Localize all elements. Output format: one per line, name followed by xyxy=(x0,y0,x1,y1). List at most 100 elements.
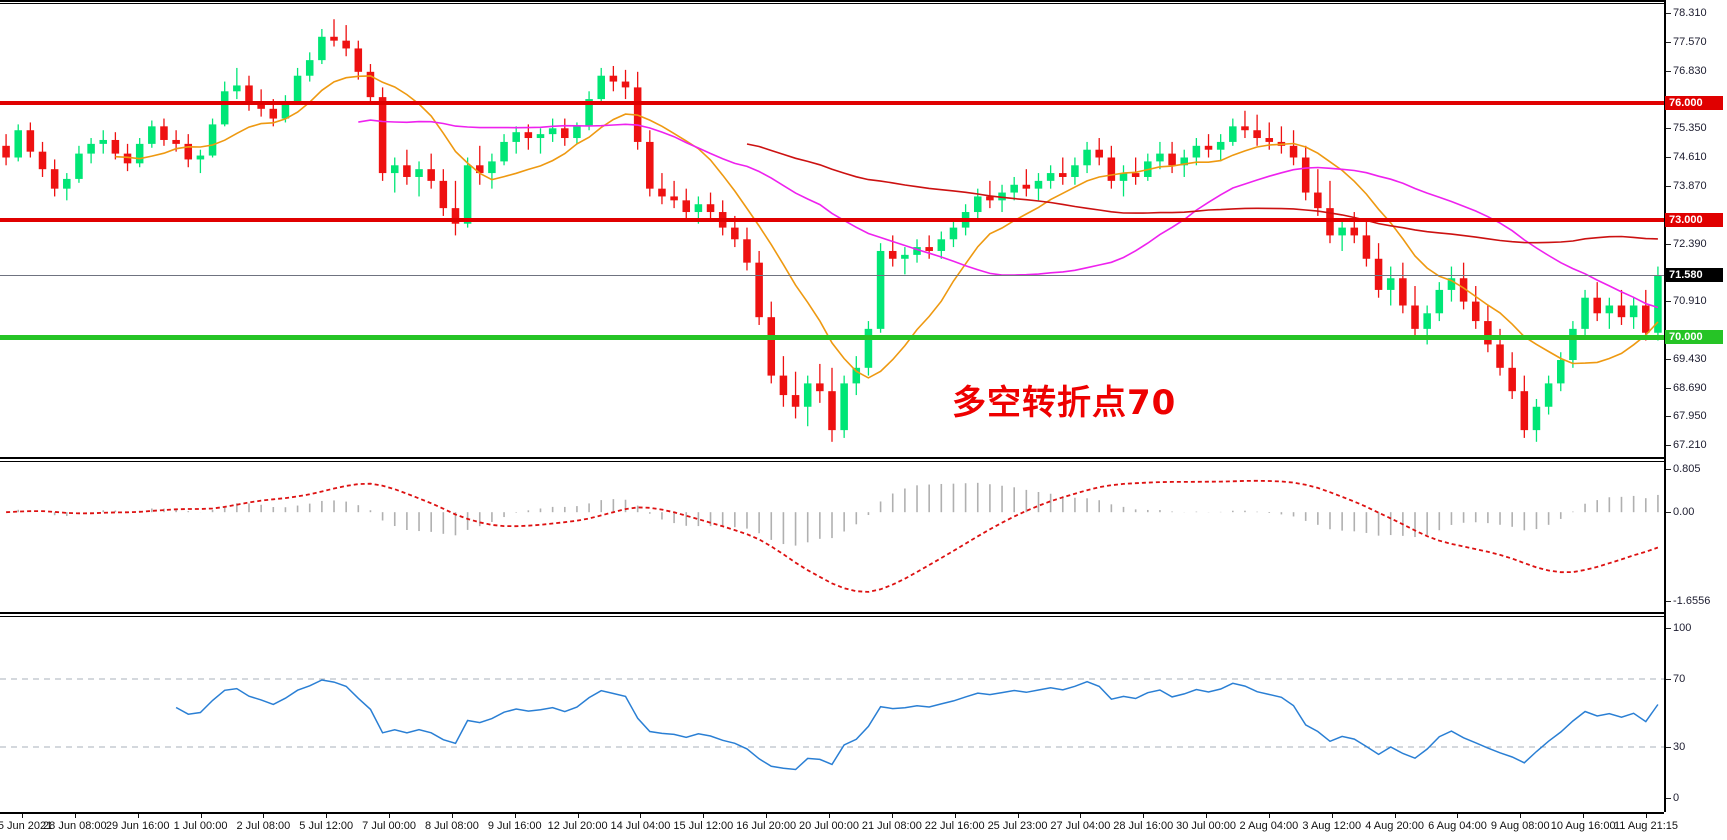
price-tick xyxy=(1666,243,1671,245)
time-axis-tick xyxy=(451,814,453,818)
time-axis-label: 21 Jul 08:00 xyxy=(861,820,922,832)
macd-panel[interactable] xyxy=(0,463,1664,607)
time-axis-label: 2 Aug 04:00 xyxy=(1239,820,1299,832)
time-axis-tick xyxy=(891,814,893,818)
time-axis-label: 4 Aug 20:00 xyxy=(1365,820,1424,832)
rsi-tick-label: 0 xyxy=(1673,792,1680,804)
rsi-tick xyxy=(1666,628,1671,629)
panel-separator-1 xyxy=(0,457,1727,459)
time-axis-tick xyxy=(1520,814,1522,818)
rsi-panel[interactable] xyxy=(0,620,1664,812)
time-axis-tick xyxy=(954,814,956,818)
resistance-level-76[interactable]: 76.000 xyxy=(1665,95,1723,110)
macd-tick-label: 0.805 xyxy=(1673,463,1701,475)
price-tick-label: 76.830 xyxy=(1673,64,1707,77)
level-line-76 xyxy=(0,100,1664,105)
macd-tick xyxy=(1666,469,1671,470)
level-line-last xyxy=(0,275,1664,277)
time-axis-tick xyxy=(829,814,830,818)
rsi-tick xyxy=(1666,747,1671,748)
macd-tick-label: 0.00 xyxy=(1673,506,1695,519)
price-tick-label: 69.430 xyxy=(1673,352,1707,365)
time-axis-label: 28 Jul 16:00 xyxy=(1113,820,1174,832)
time-axis-tick xyxy=(1268,814,1270,818)
price-chart-panel[interactable] xyxy=(0,6,1664,457)
time-axis-tick xyxy=(1457,814,1459,818)
time-axis-label: 6 Aug 04:00 xyxy=(1428,820,1487,832)
time-axis-tick xyxy=(1394,814,1396,818)
price-tick xyxy=(1666,387,1671,389)
price-tick xyxy=(1666,157,1671,159)
rsi-series-plot xyxy=(0,678,1664,771)
price-tick-label: 75.350 xyxy=(1673,122,1707,135)
time-axis-tick xyxy=(137,814,139,818)
price-tick xyxy=(1666,70,1671,72)
time-axis-label: 30 Jul 00:00 xyxy=(1176,820,1237,832)
time-axis-tick xyxy=(22,814,23,818)
support-level-70[interactable]: 70.000 xyxy=(1665,329,1723,344)
time-axis-rule xyxy=(0,812,1664,814)
rsi-tick-label: 70 xyxy=(1673,673,1686,685)
rsi-tick-label: 100 xyxy=(1673,622,1692,634)
time-axis-tick xyxy=(1206,814,1208,818)
time-axis-label: 3 Aug 12:00 xyxy=(1302,820,1362,832)
price-tick-label: 78.310 xyxy=(1673,7,1707,19)
price-tick xyxy=(1666,445,1671,447)
time-axis-label: 29 Jun 16:00 xyxy=(105,820,170,832)
price-scale[interactable]: 78.310 77.570 76.830 75.350 74.610 73.870 72.3… xyxy=(1664,0,1727,840)
time-axis-label: 28 Jun 08:00 xyxy=(43,820,107,832)
price-tick-label: 74.610 xyxy=(1673,151,1707,164)
time-axis-label: 14 Jul 04:00 xyxy=(610,820,671,832)
time-axis-label: 22 Jul 16:00 xyxy=(924,820,985,832)
window-top-border xyxy=(0,0,1727,2)
price-tick-label: 77.570 xyxy=(1673,35,1707,48)
panel-separator-1b xyxy=(0,461,1727,462)
price-tick xyxy=(1666,13,1671,14)
macd-tick xyxy=(1666,512,1671,514)
price-tick-label: 67.950 xyxy=(1673,410,1707,423)
time-axis-tick xyxy=(1331,814,1333,818)
time-axis-tick xyxy=(74,814,76,818)
time-axis-tick xyxy=(1080,814,1082,818)
time-axis-tick xyxy=(326,814,328,818)
time-axis-label: 10 Aug 16:00 xyxy=(1550,820,1616,832)
time-axis-label: 9 Jul 16:00 xyxy=(487,820,542,832)
price-series-plot xyxy=(2,19,1662,442)
price-tick xyxy=(1666,41,1671,43)
time-axis-tick xyxy=(1583,814,1585,818)
time-axis-tick xyxy=(263,814,265,818)
price-tick xyxy=(1666,185,1671,187)
rsi-tick xyxy=(1666,679,1671,680)
time-axis-label: 1 Jul 00:00 xyxy=(173,820,228,832)
macd-tick-label: -1.6556 xyxy=(1673,595,1711,607)
time-axis-tick xyxy=(703,814,705,818)
panel-separator-2 xyxy=(0,612,1727,614)
rsi-tick-label: 30 xyxy=(1673,741,1686,753)
time-axis-tick xyxy=(514,814,516,818)
macd-series-plot xyxy=(6,479,1659,593)
time-axis-tick xyxy=(640,814,642,818)
resistance-level-73[interactable]: 73.000 xyxy=(1665,212,1723,227)
price-tick xyxy=(1666,358,1671,360)
time-axis-tick xyxy=(1143,814,1145,818)
time-axis-tick xyxy=(1017,814,1019,818)
macd-tick xyxy=(1666,601,1671,602)
price-tick-label: 70.910 xyxy=(1673,295,1707,308)
time-axis-tick xyxy=(200,814,202,818)
level-line-70 xyxy=(0,334,1664,340)
time-axis-label: 16 Jul 20:00 xyxy=(736,820,797,832)
rsi-tick xyxy=(1666,798,1671,799)
time-axis-label: 2 Jul 08:00 xyxy=(236,820,291,832)
price-tick-label: 72.390 xyxy=(1673,237,1707,250)
window-top-border-inner xyxy=(0,3,1727,4)
time-axis-label: 12 Jul 20:00 xyxy=(547,820,608,832)
time-axis-tick xyxy=(766,814,768,818)
price-tick-label: 67.210 xyxy=(1673,439,1707,452)
time-axis-label: 15 Jul 12:00 xyxy=(673,820,734,832)
last-price-tag[interactable]: 71.580 xyxy=(1665,268,1723,283)
time-axis-label: 11 Aug 21:15 xyxy=(1613,820,1679,832)
time-axis-label: 9 Aug 08:00 xyxy=(1490,820,1550,832)
panel-separator-2b xyxy=(0,616,1727,617)
